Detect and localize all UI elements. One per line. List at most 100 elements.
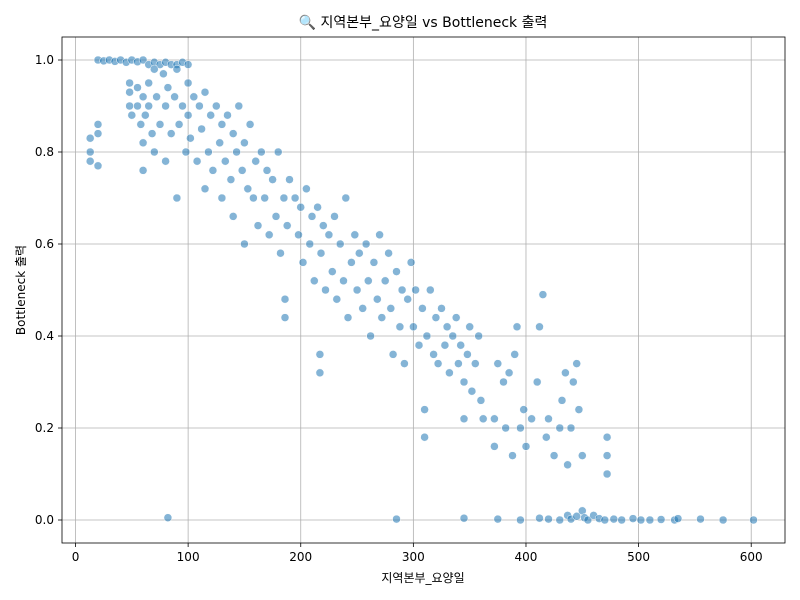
data-point (170, 92, 179, 102)
data-point (204, 147, 213, 157)
data-point (459, 414, 469, 424)
data-point (512, 322, 522, 332)
data-point (490, 442, 499, 451)
data-point (538, 290, 548, 299)
data-point (138, 166, 148, 175)
y-axis: 0.0 0.2 0.4 0.6 0.8 1.0 (35, 53, 62, 527)
data-point (189, 92, 199, 102)
data-point (262, 166, 272, 175)
data-point (174, 120, 184, 129)
data-point (192, 156, 202, 166)
data-point (200, 87, 210, 97)
data-point (377, 313, 387, 322)
data-point (257, 147, 266, 157)
data-point (420, 432, 429, 442)
data-point (476, 396, 486, 405)
data-point (350, 230, 360, 240)
data-point (183, 60, 193, 69)
data-point (490, 414, 499, 424)
y-tick-label: 1.0 (35, 53, 54, 67)
data-point (718, 515, 728, 525)
data-point (388, 350, 398, 359)
data-point (397, 285, 407, 295)
x-axis: 0 100 200 300 400 500 600 (72, 543, 763, 564)
data-point (93, 120, 103, 129)
data-point (183, 110, 193, 120)
x-tick-label: 300 (402, 550, 425, 564)
data-point (147, 129, 157, 138)
data-point (454, 359, 463, 368)
data-point (471, 359, 480, 368)
data-point (197, 124, 206, 134)
data-point (429, 350, 438, 359)
data-point (583, 515, 593, 525)
data-point (228, 129, 238, 138)
data-point (138, 92, 148, 102)
data-point (343, 313, 353, 322)
data-point (232, 147, 241, 157)
data-point (316, 248, 326, 258)
plot-frame (61, 36, 786, 544)
data-point (574, 405, 584, 414)
data-point (240, 239, 249, 249)
data-point (298, 258, 308, 267)
data-point (600, 515, 610, 525)
data-point (578, 451, 587, 460)
data-point (240, 138, 249, 148)
data-point (478, 414, 488, 424)
data-point (249, 193, 258, 203)
data-point (339, 276, 348, 286)
data-point (138, 55, 148, 65)
data-point (395, 322, 405, 332)
data-point (163, 513, 173, 522)
data-point (361, 239, 371, 249)
data-point (366, 331, 375, 341)
data-point (280, 313, 290, 322)
data-point (138, 138, 148, 148)
data-point (448, 331, 458, 341)
data-point (161, 156, 170, 166)
y-tick-label: 0.0 (35, 513, 54, 527)
data-point (373, 294, 382, 304)
data-point (602, 432, 612, 442)
data-point (347, 258, 356, 267)
data-point (302, 184, 311, 194)
data-point (696, 514, 705, 524)
data-point (226, 175, 236, 184)
data-point (602, 469, 612, 479)
data-point (163, 83, 173, 92)
data-point (555, 515, 565, 525)
y-axis-label: Bottleneck 출력 (14, 245, 28, 335)
data-point (544, 514, 553, 524)
data-point (409, 322, 418, 332)
data-point (172, 193, 182, 203)
data-point (521, 442, 531, 451)
data-point (474, 331, 483, 341)
data-point (499, 377, 508, 387)
data-point (566, 423, 576, 433)
data-point (563, 460, 572, 470)
data-point (268, 175, 277, 184)
data-point (279, 193, 289, 203)
data-point (125, 87, 134, 97)
data-point (166, 129, 176, 138)
data-point (535, 513, 544, 523)
data-point (127, 110, 137, 120)
data-point (159, 69, 168, 79)
chart-title: 🔍 지역본부_요양일 vs Bottleneck 출력 (299, 13, 548, 31)
data-point (375, 230, 384, 240)
data-point (144, 78, 153, 88)
data-point (280, 294, 290, 304)
data-point (221, 156, 230, 166)
data-point (364, 276, 373, 286)
data-point (183, 78, 193, 88)
data-point (335, 239, 345, 249)
data-point (178, 101, 187, 111)
data-point (307, 212, 317, 221)
data-point (352, 285, 362, 295)
data-point (459, 513, 469, 523)
data-point (152, 92, 161, 102)
data-point (260, 193, 269, 203)
data-point (125, 78, 134, 88)
data-point (456, 340, 465, 350)
